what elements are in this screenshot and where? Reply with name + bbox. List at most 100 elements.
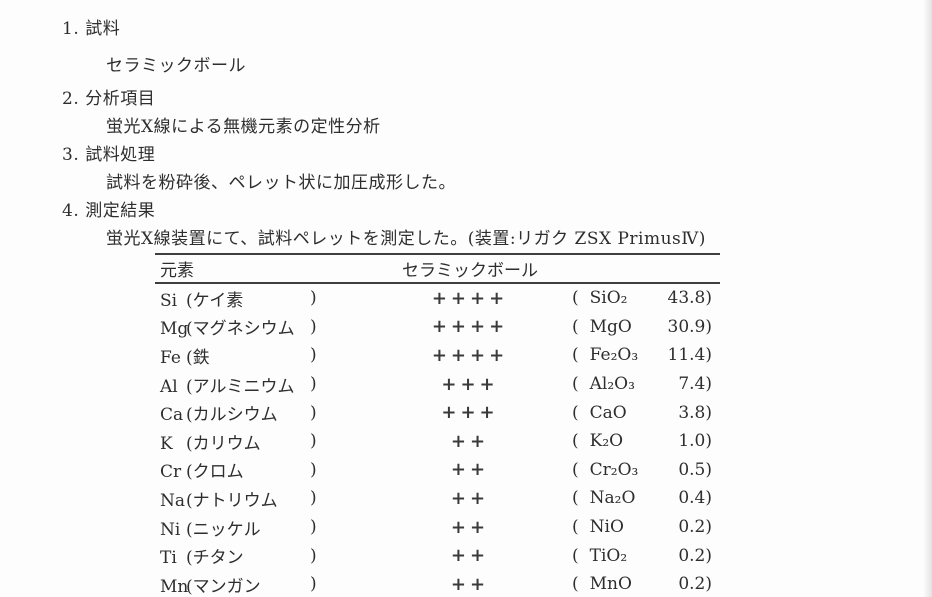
element-cell: Mg(マグネシウム: [155, 314, 310, 339]
table-row: Al (アルミニウム ) +++ (Al₂O₃ 7.4): [155, 370, 720, 399]
oxide-formula: Fe₂O₃: [589, 345, 639, 366]
value-cell: 43.8): [667, 288, 720, 308]
oxide-cell: (K₂O: [572, 431, 667, 451]
intensity-cell: ++: [450, 516, 490, 538]
close-paren: ): [705, 545, 712, 566]
value-cell: 0.2): [667, 546, 720, 566]
close-paren: ): [310, 374, 317, 395]
element-cell: Ti (チタン: [155, 543, 310, 568]
intensity-cell: +++: [441, 402, 499, 424]
section-body-sample-prep: 試料を粉砕後、ペレット状に加圧成形した。: [106, 173, 456, 193]
element-name-jp: ケイ素: [192, 290, 244, 311]
oxide-formula: NiO: [589, 517, 624, 538]
oxide-cell: (MnO: [572, 574, 667, 594]
table-row: Mg(マグネシウム ) ++++ (MgO 30.9): [155, 313, 720, 342]
oxide-percentage: 0.2: [678, 545, 706, 566]
value-cell: 0.2): [667, 517, 720, 537]
close-paren: ): [705, 316, 712, 337]
element-symbol: Mn: [160, 576, 189, 597]
element-symbol: K: [160, 433, 173, 454]
element-cell: Ni (ニッケル: [155, 515, 310, 540]
section-heading-sample: 1. 試料: [0, 15, 900, 43]
element-name-jp: カリウム: [192, 433, 261, 454]
element-name-jp: クロム: [192, 462, 244, 483]
element-cell: Na(ナトリウム: [155, 486, 310, 511]
oxide-cell: (MgO: [572, 317, 667, 337]
oxide-formula: Na₂O: [589, 488, 636, 509]
open-paren: (: [572, 374, 579, 395]
open-paren: (: [572, 345, 579, 366]
close-paren: ): [705, 374, 712, 395]
table-row: Ca (カルシウム ) +++ (CaO 3.8): [155, 398, 720, 427]
open-paren: (: [186, 319, 193, 340]
open-paren: (: [186, 576, 193, 597]
close-paren: ): [310, 345, 317, 366]
section-title: 試料処理: [85, 145, 156, 165]
element-name-jp: ニッケル: [192, 519, 261, 540]
section-title: 分析項目: [85, 89, 156, 109]
oxide-cell: ( CaO: [572, 403, 667, 423]
element-symbol: Si: [160, 290, 178, 311]
intensity-cell: +++: [441, 373, 499, 395]
table-body: Si (ケイ素 ) ++++ (SiO₂ 43.8) Mg(マグネシウム ) ++…: [155, 284, 720, 597]
oxide-percentage: 0.5: [678, 459, 706, 480]
element-symbol: Ti: [160, 548, 177, 569]
element-symbol: Cr: [160, 462, 182, 483]
value-cell: 7.4): [667, 374, 720, 394]
oxide-percentage: 11.4: [667, 345, 706, 366]
element-name-jp: 鉄: [192, 347, 210, 368]
section-heading-analysis-item: 2. 分析項目: [0, 85, 900, 113]
table-row: Ti (チタン ) ++ (TiO₂ 0.2): [155, 541, 720, 570]
close-paren: ): [310, 316, 317, 337]
element-cell: Cr (クロム: [155, 457, 310, 482]
intensity-cell: ++: [450, 459, 490, 481]
value-cell: 1.0): [667, 431, 720, 451]
element-symbol: Ca: [160, 405, 184, 426]
table-header-sample: セラミックボール: [402, 261, 538, 281]
element-name-jp: アルミニウム: [192, 376, 295, 397]
value-cell: 0.5): [667, 460, 720, 480]
oxide-cell: (TiO₂: [572, 546, 667, 566]
open-paren: (: [572, 517, 579, 538]
open-paren: (: [186, 405, 193, 426]
element-name-jp: チタン: [192, 548, 244, 569]
table-row: Cr (クロム ) ++ (Cr₂O₃ 0.5): [155, 456, 720, 485]
value-cell: 30.9): [667, 317, 720, 337]
oxide-cell: (Na₂O: [572, 488, 667, 508]
close-paren: ): [705, 402, 712, 423]
section-body-analysis-item: 蛍光X線による無機元素の定性分析: [106, 117, 381, 137]
open-paren: (: [186, 462, 193, 483]
close-paren: ): [705, 488, 712, 509]
table-header-element: 元素: [160, 261, 194, 281]
element-name-jp: マグネシウム: [192, 319, 295, 340]
oxide-percentage: 0.4: [678, 488, 706, 509]
intensity-cell: ++++: [431, 344, 509, 366]
open-paren: (: [186, 290, 193, 311]
oxide-cell: (SiO₂: [572, 288, 667, 308]
open-paren: (: [186, 433, 193, 454]
oxide-formula: TiO₂: [589, 545, 628, 566]
open-paren: (: [572, 574, 579, 595]
open-paren: (: [572, 402, 579, 423]
table-row: Si (ケイ素 ) ++++ (SiO₂ 43.8): [155, 284, 720, 313]
element-cell: Si (ケイ素: [155, 286, 310, 311]
intensity-cell: ++: [450, 430, 490, 452]
close-paren: ): [705, 574, 712, 595]
oxide-formula: CaO: [589, 402, 627, 423]
close-paren: ): [705, 459, 712, 480]
element-symbol: Na: [160, 490, 186, 511]
table-row: K (カリウム ) ++ (K₂O 1.0): [155, 427, 720, 456]
close-paren: ): [310, 459, 317, 480]
table-row: Na(ナトリウム ) ++ (Na₂O 0.4): [155, 484, 720, 513]
table-header-row: 元素 セラミックボール: [155, 255, 720, 284]
close-paren: ): [310, 545, 317, 566]
section-heading-sample-prep: 3. 試料処理: [0, 141, 900, 169]
value-cell: 0.4): [667, 488, 720, 508]
intensity-cell: ++: [450, 487, 490, 509]
close-paren: ): [705, 431, 712, 452]
oxide-formula: SiO₂: [589, 288, 628, 309]
oxide-cell: (Al₂O₃: [572, 374, 667, 394]
oxide-formula: MgO: [589, 316, 632, 337]
value-cell: 3.8): [667, 403, 720, 423]
